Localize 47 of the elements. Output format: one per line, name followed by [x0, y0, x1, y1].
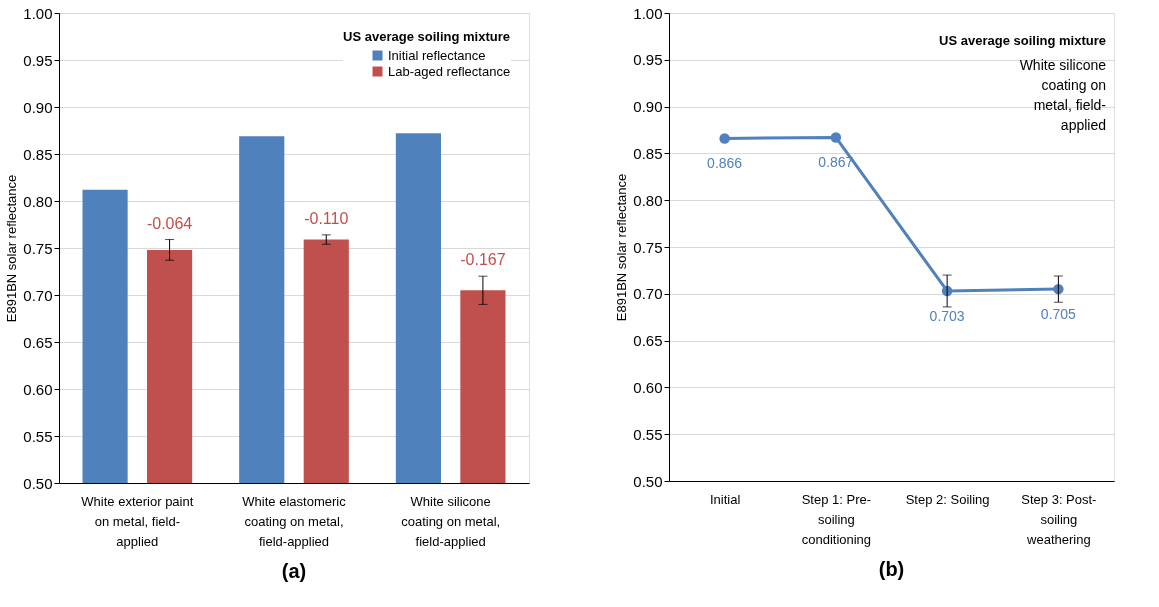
text: White silicone coating on metal, field-applied [1019, 57, 1107, 133]
y-tick-label: 0.65 [23, 333, 53, 351]
legend-label: Lab-aged reflectance [388, 63, 511, 79]
y-tick-label: 0.75 [23, 239, 53, 257]
y-tick-label: 0.75 [633, 238, 663, 256]
y-axis-title: E891BN solar reflectance [4, 174, 20, 323]
legend-title: US average soiling mixture [343, 29, 510, 44]
point [830, 132, 842, 143]
data-label: 0.703 [929, 307, 965, 324]
y-tick-label: 0.80 [23, 192, 53, 210]
y-tick-label: 0.90 [633, 98, 663, 116]
y-tick-label: 0.55 [633, 425, 663, 443]
y-tick-label: 0.55 [23, 427, 53, 445]
point [719, 133, 730, 144]
annotation: -0.167 [460, 251, 506, 269]
y-tick-label: 0.95 [23, 51, 53, 69]
text: (b) [878, 558, 905, 580]
annotation: -0.064 [146, 214, 193, 232]
annotation: -0.110 [304, 209, 349, 227]
y-tick-label: 0.60 [633, 378, 663, 396]
text: (a) [281, 560, 307, 582]
y-tick-label: 0.65 [633, 332, 663, 350]
x-tick-label: White silicone coating on metal, field-applied [401, 493, 501, 549]
y-tick-label: 0.85 [633, 144, 663, 162]
y-axis-title: E891BN solar reflectance [614, 173, 630, 322]
y-tick-label: 0.50 [633, 472, 663, 490]
y-tick-label: 0.95 [633, 51, 663, 69]
y-tick-label: 1.00 [633, 4, 663, 22]
data-label: 0.866 [707, 155, 743, 172]
x-tick-label: Step 2: Soiling [905, 491, 990, 507]
y-tick-label: 0.60 [23, 380, 53, 398]
y-tick-label: 0.70 [23, 286, 53, 304]
x-tick-label: Step 1: Pre-soiling conditioning [801, 491, 872, 547]
legend-title: US average soiling mixture [939, 33, 1106, 48]
y-tick-label: 0.90 [23, 98, 53, 116]
x-tick-label: White exterior paint on metal, field-applied [81, 493, 194, 549]
legend-label: Initial reflectance [388, 47, 486, 63]
x-tick-label: Initial [709, 491, 741, 507]
y-tick-label: 1.00 [23, 4, 53, 22]
y-tick-label: 0.50 [23, 474, 53, 492]
data-label: 0.705 [1040, 306, 1077, 323]
data-label: 0.867 [818, 154, 854, 171]
y-tick-label: 0.85 [23, 145, 53, 163]
y-tick-label: 0.80 [633, 191, 663, 209]
x-tick-label: White elastomeric coating on metal, field-applied [242, 493, 347, 549]
y-tick-label: 0.70 [633, 285, 663, 303]
x-tick-label: Step 3: Post-soiling weathering [1021, 491, 1097, 547]
